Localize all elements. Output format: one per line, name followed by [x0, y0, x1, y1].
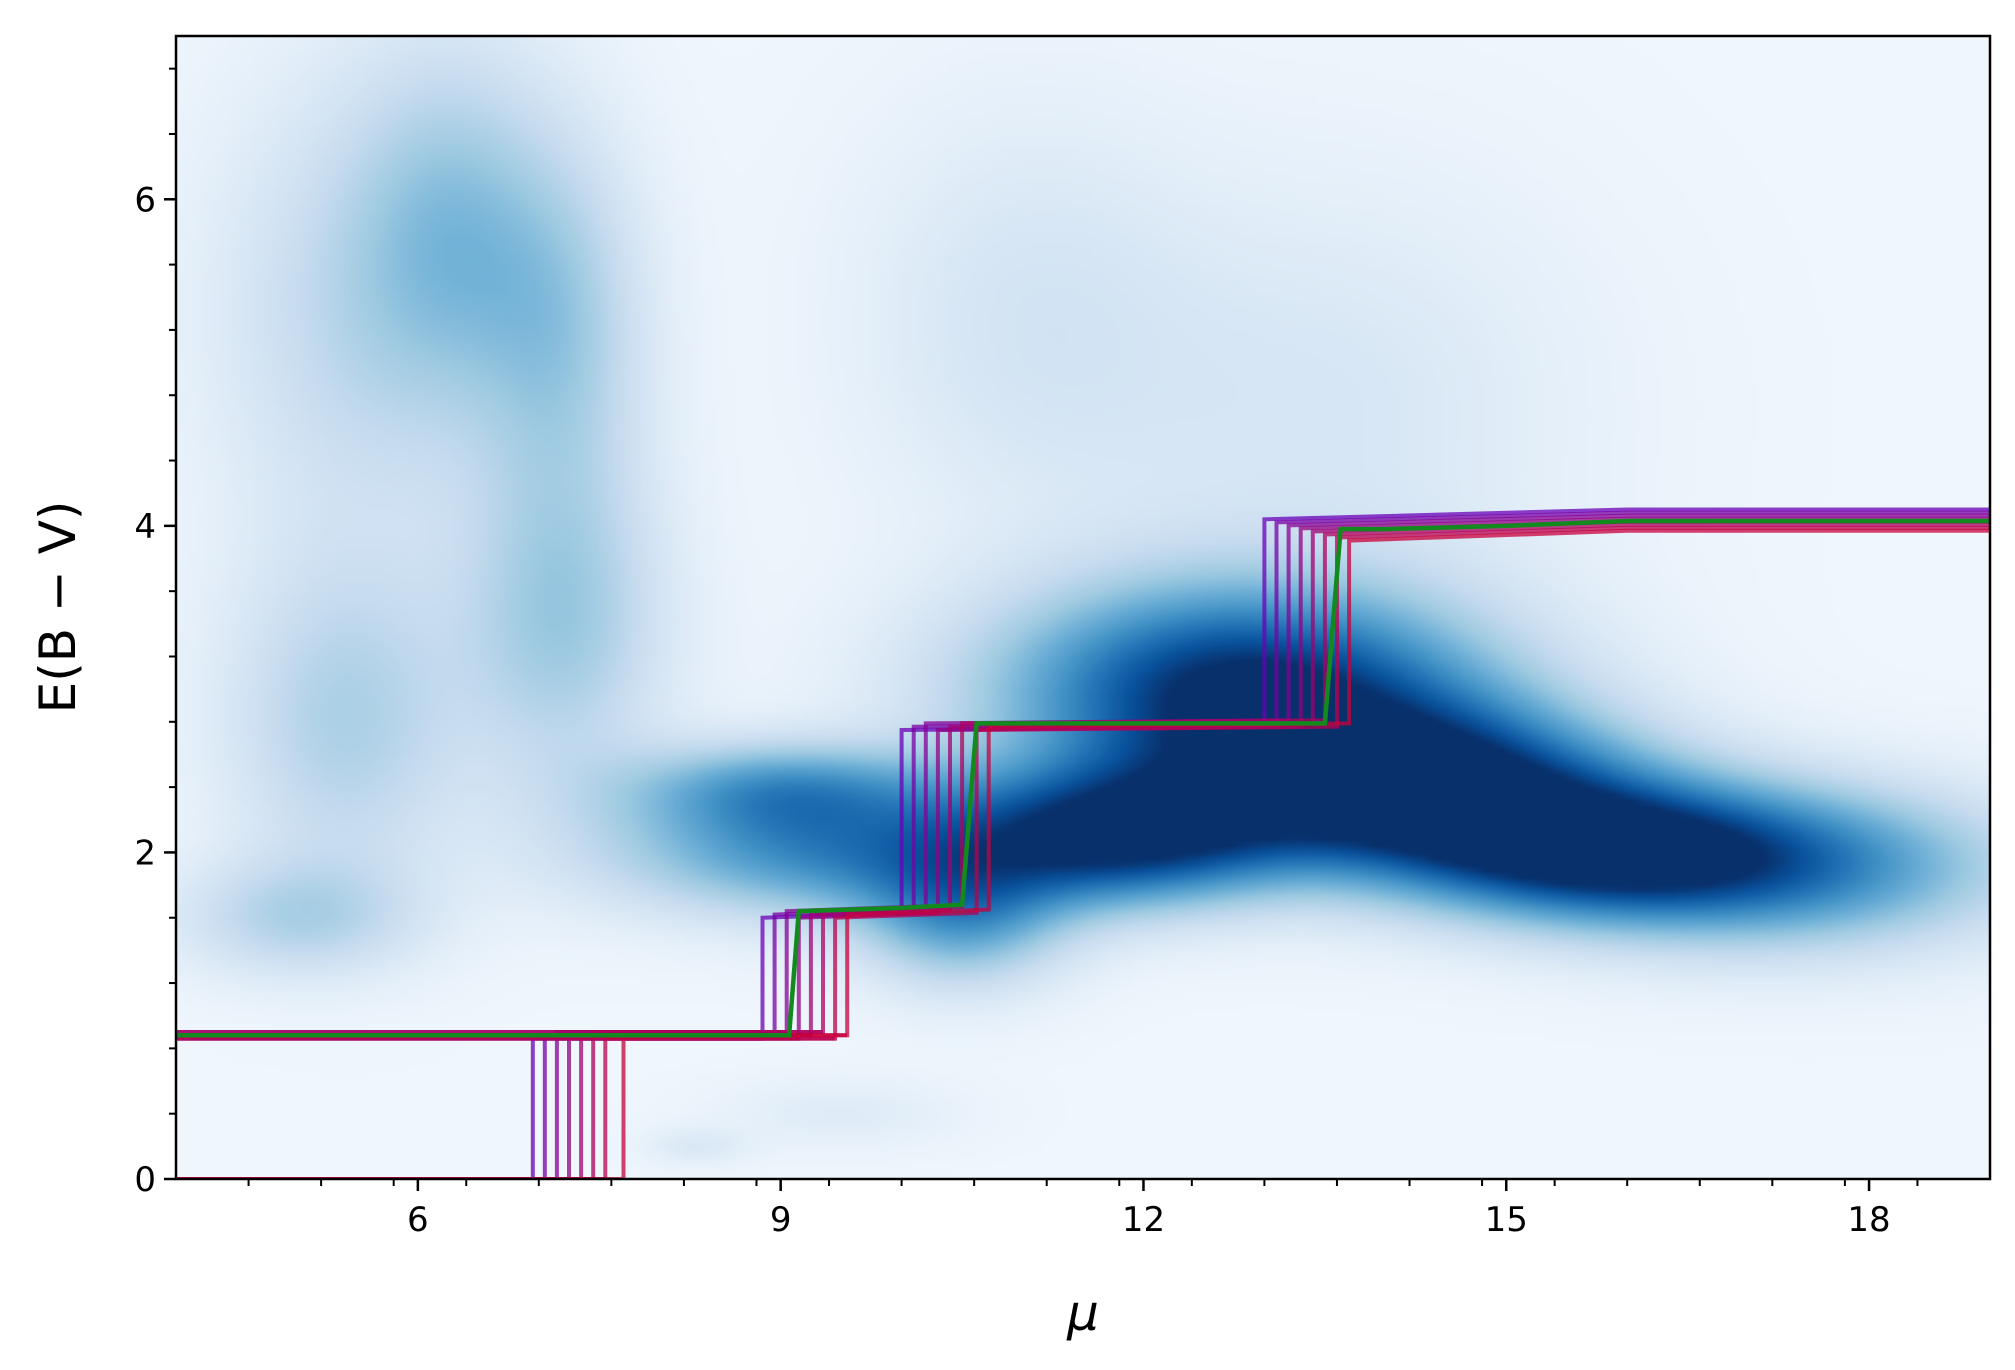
x-axis-label: μ — [1066, 1284, 1099, 1342]
density-heatmap — [176, 36, 1990, 1179]
x-tick-label: 12 — [1122, 1200, 1165, 1240]
y-tick-label: 0 — [134, 1160, 156, 1200]
y-tick-label: 6 — [134, 180, 156, 220]
x-tick-label: 9 — [770, 1200, 792, 1240]
x-tick-label: 18 — [1847, 1200, 1890, 1240]
axis-ticks: 6 9 12 15 18 0 2 4 6 — [134, 67, 1919, 1240]
best-fit-line-group — [176, 518, 1990, 1038]
x-tick-label: 15 — [1485, 1200, 1528, 1240]
sample-line-7 — [176, 525, 1990, 1179]
y-tick-label: 2 — [134, 833, 156, 873]
sample-line-8 — [176, 528, 1990, 1179]
x-tick-label: 6 — [407, 1200, 429, 1240]
best-fit-line — [176, 518, 1990, 1038]
plot-area — [176, 36, 1990, 1179]
plot-frame — [174, 34, 1992, 1181]
y-axis-label: E(B − V) — [29, 501, 87, 714]
y-tick-label: 4 — [134, 507, 156, 547]
